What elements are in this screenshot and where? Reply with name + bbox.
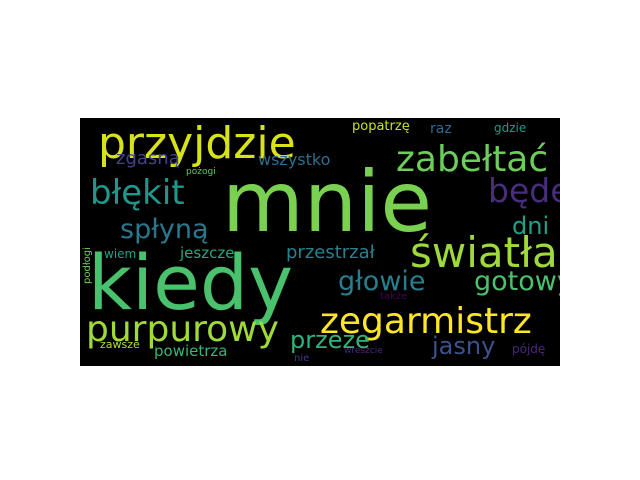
word-popatrze: popatrzę — [352, 119, 410, 134]
word-gotowy: gotowy — [474, 266, 560, 297]
word-cloud-canvas: mnie kiedy przyjdzie zabełtać błękit będ… — [80, 118, 560, 366]
word-raz: raz — [430, 121, 452, 137]
word-przyjdzie: przyjdzie — [98, 118, 296, 169]
word-wreszcie: wreszcie — [344, 346, 383, 356]
word-swiatla: światła — [410, 228, 558, 277]
word-takze: także — [380, 291, 408, 302]
word-przestrzal: przestrzał — [286, 242, 375, 263]
word-purpurowy: purpurowy — [86, 309, 279, 350]
word-zegarmistrz: zegarmistrz — [320, 301, 532, 342]
word-kiedy: kiedy — [88, 238, 294, 327]
word-blekit: błękit — [90, 173, 185, 213]
word-wiem: wiem — [104, 247, 137, 261]
word-glowie: głowie — [338, 266, 426, 297]
word-przeze: przeze — [290, 326, 370, 354]
word-powietrza: powietrza — [154, 342, 228, 360]
word-gdzie: gdzie — [494, 121, 527, 135]
word-bede: będę — [488, 171, 560, 210]
word-splyna: spłyną — [120, 214, 209, 245]
word-podlogi: podłogi — [82, 247, 93, 284]
word-wszystko: wszystko — [258, 150, 331, 169]
word-jeszcze: jeszcze — [180, 244, 235, 262]
word-pojde: pójdę — [512, 342, 546, 356]
word-nie: nie — [294, 353, 310, 364]
word-dni: dni — [512, 212, 550, 240]
word-mnie: mnie — [222, 153, 433, 251]
word-zgasna: zgasną — [116, 148, 180, 169]
word-zabeltac: zabełtać — [396, 139, 549, 180]
word-jasny: jasny — [432, 332, 496, 360]
word-zawsze: zawsze — [100, 338, 140, 351]
word-pozogi: pożogi — [186, 167, 216, 177]
